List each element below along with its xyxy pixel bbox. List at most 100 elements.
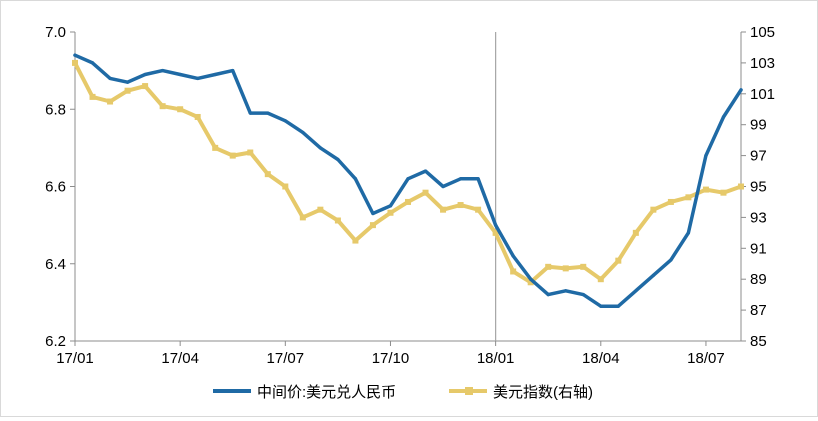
series-point-usdcny-midpoint — [196, 76, 200, 80]
y-right-tick-label: 103 — [750, 55, 775, 72]
y-right-tick-label: 93 — [750, 209, 767, 226]
series-point-usd-index — [352, 237, 359, 244]
series-point-usd-index — [597, 276, 604, 283]
series-point-usdcny-midpoint — [423, 169, 428, 173]
x-tick-label: 17/07 — [267, 350, 305, 367]
series-point-usd-index — [405, 198, 411, 205]
series-point-usdcny-midpoint — [458, 177, 463, 181]
series-point-usdcny-midpoint — [599, 304, 603, 308]
series-point-usdcny-midpoint — [616, 304, 620, 308]
y-left-tick-label: 7.0 — [45, 24, 66, 41]
series-point-usd-index — [334, 217, 341, 224]
series-point-usdcny-midpoint — [248, 111, 252, 115]
series-point-usd-index — [124, 87, 131, 94]
series-point-usd-index — [527, 279, 534, 286]
series-point-usd-index — [632, 229, 639, 236]
series-point-usdcny-midpoint — [669, 258, 673, 262]
y-left-tick-label: 6.4 — [45, 256, 66, 273]
series-point-usdcny-midpoint — [283, 119, 287, 123]
series-point-usd-index — [475, 206, 482, 213]
series-point-usdcny-midpoint — [353, 177, 358, 181]
series-point-usd-index — [492, 229, 499, 236]
series-point-usdcny-midpoint — [266, 111, 270, 115]
y-right-tick-label: 99 — [750, 117, 767, 134]
series-point-usdcny-midpoint — [231, 69, 235, 73]
x-tick-label: 17/04 — [161, 350, 199, 367]
series-point-usdcny-midpoint — [581, 293, 585, 297]
series-point-usd-index — [720, 189, 727, 196]
y-left-tick-label: 6.2 — [45, 333, 66, 350]
series-point-usdcny-midpoint — [301, 130, 305, 135]
axes-group: 6.2 6.4 6.6 6.8 7.0 85 87 89 91 93 95 97 99 101 103 105… — [45, 24, 775, 367]
y-right-tick-label: 89 — [750, 271, 767, 288]
series-line-usd-index — [73, 60, 743, 285]
x-tick-label: 18/07 — [687, 350, 725, 367]
legend-marker-usd-index — [465, 387, 473, 395]
series-point-usd-index — [440, 206, 447, 213]
series-point-usd-index — [457, 202, 464, 209]
series-point-usdcny-midpoint — [511, 254, 515, 258]
series-point-usdcny-midpoint — [161, 69, 165, 73]
series-point-usdcny-midpoint — [318, 146, 322, 150]
series-point-usdcny-midpoint — [546, 293, 550, 297]
series-point-usdcny-midpoint — [73, 53, 77, 57]
y-left-tick-label: 6.8 — [45, 101, 66, 118]
series-point-usd-index — [369, 222, 376, 229]
x-tick-label: 18/04 — [582, 350, 620, 367]
y-right-tick-label: 91 — [750, 240, 767, 257]
series-point-usdcny-midpoint — [406, 177, 410, 181]
series-point-usd-index — [650, 206, 657, 213]
series-point-usd-index — [247, 149, 254, 156]
series-point-usd-index — [667, 198, 674, 205]
series-point-usdcny-midpoint — [739, 88, 743, 92]
legend-label-usd-index: 美元指数(右轴) — [493, 384, 593, 401]
series-point-usdcny-midpoint — [704, 154, 708, 158]
x-tick-label: 17/01 — [56, 350, 94, 367]
series-point-usdcny-midpoint — [108, 76, 112, 80]
series-point-usdcny-midpoint — [213, 72, 217, 77]
series-point-usd-index — [212, 144, 219, 151]
y-left-tick-label: 6.6 — [45, 179, 66, 196]
series-point-usd-index — [177, 106, 184, 113]
series-point-usd-index — [282, 183, 289, 190]
series-point-usd-index — [580, 263, 587, 270]
legend-label-usdcny-midpoint: 中间价:美元兑人民币 — [257, 384, 396, 401]
series-point-usd-index — [229, 152, 236, 159]
series-point-usdcny-midpoint — [371, 211, 375, 216]
series-point-usdcny-midpoint — [125, 80, 130, 84]
y-right-tick-label: 85 — [750, 333, 767, 350]
legend: 中间价:美元兑人民币 美元指数(右轴) — [213, 384, 593, 401]
series-point-usdcny-midpoint — [529, 277, 533, 281]
series-point-usd-index — [510, 268, 517, 275]
series-point-usdcny-midpoint — [686, 231, 691, 235]
y-right-tick-label: 97 — [750, 148, 767, 165]
series-point-usdcny-midpoint — [476, 177, 480, 181]
series-point-usdcny-midpoint — [494, 223, 498, 227]
series-group — [72, 53, 744, 308]
series-point-usd-index — [702, 186, 709, 193]
y-right-tick-label: 105 — [750, 24, 775, 41]
series-point-usd-index — [545, 263, 552, 270]
series-point-usdcny-midpoint — [90, 61, 95, 65]
series-point-usdcny-midpoint — [388, 204, 393, 208]
series-point-usd-index — [264, 171, 271, 178]
series-point-usd-index — [142, 83, 149, 90]
series-point-usdcny-midpoint — [178, 72, 182, 77]
series-point-usdcny-midpoint — [143, 72, 147, 77]
series-line-usdcny-midpoint — [73, 53, 743, 308]
series-point-usd-index — [738, 183, 744, 190]
x-tick-label: 18/01 — [477, 350, 515, 367]
series-point-usd-index — [615, 257, 622, 264]
series-point-usdcny-midpoint — [564, 289, 568, 293]
series-point-usd-index — [685, 194, 692, 201]
series-point-usd-index — [317, 206, 324, 213]
series-point-usdcny-midpoint — [721, 115, 726, 119]
series-point-usdcny-midpoint — [336, 157, 340, 162]
y-right-tick-label: 101 — [750, 86, 775, 103]
series-point-usdcny-midpoint — [651, 273, 655, 277]
series-point-usd-index — [72, 59, 78, 66]
series-point-usd-index — [159, 103, 166, 110]
series-point-usd-index — [107, 98, 114, 105]
